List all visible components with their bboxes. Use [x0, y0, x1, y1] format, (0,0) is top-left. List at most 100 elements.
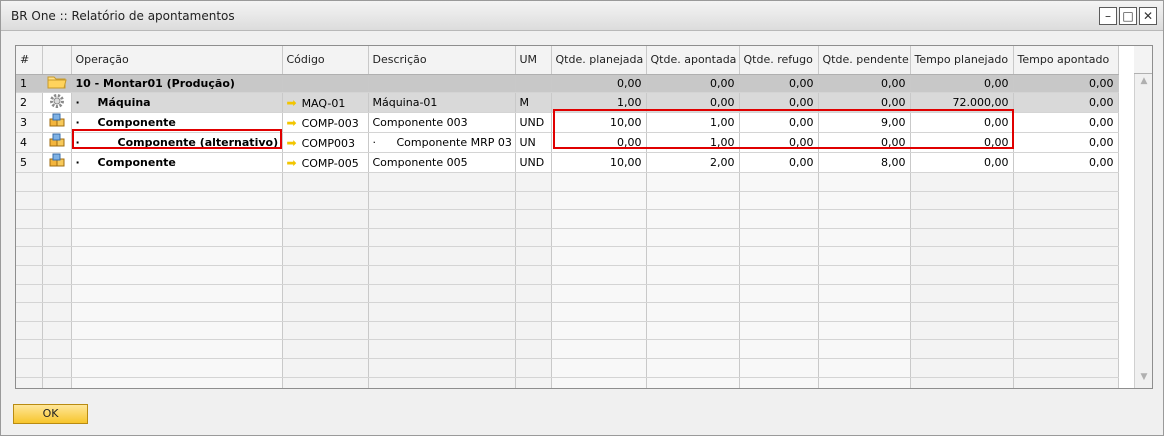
codigo-cell[interactable]: ➡ MAQ-01 — [282, 92, 369, 114]
arrow-right-icon[interactable]: ➡ — [286, 155, 297, 170]
empty-cell — [282, 321, 369, 341]
empty-cell — [646, 191, 740, 211]
folder-icon — [42, 74, 72, 94]
col-header-descricao[interactable]: Descrição — [368, 46, 516, 75]
codigo-cell[interactable]: ➡ COMP-005 — [282, 152, 369, 174]
empty-cell — [16, 228, 43, 248]
table-row[interactable]: 4 · Componente (alternativo) ➡ COMP003 · Co… — [16, 132, 1119, 154]
empty-cell — [551, 191, 647, 211]
empty-row — [16, 339, 1119, 360]
scroll-up-icon[interactable]: ▲ — [1140, 76, 1148, 86]
empty-row — [16, 265, 1119, 285]
empty-cell — [42, 339, 72, 360]
qtde-pendente-cell: 8,00 — [818, 152, 911, 174]
empty-cell — [818, 172, 911, 192]
empty-cell — [818, 358, 911, 378]
table-row[interactable]: 3 · Componente ➡ COMP-003 Componente 003 U… — [16, 112, 1119, 134]
title-bar[interactable]: BR One :: Relatório de apontamentos – □ … — [1, 1, 1163, 31]
maximize-icon[interactable]: □ — [1119, 7, 1137, 25]
empty-cell — [551, 377, 647, 388]
empty-cell — [551, 246, 647, 267]
table-row[interactable]: 2 · Máquina ➡ MAQ-01 Máquina-01 M 1,00 0,0… — [16, 92, 1119, 114]
empty-cell — [818, 377, 911, 388]
empty-cell — [515, 172, 552, 192]
arrow-right-icon[interactable]: ➡ — [286, 135, 297, 150]
empty-cell — [515, 302, 552, 322]
empty-cell — [71, 265, 283, 285]
empty-cell — [1013, 284, 1119, 304]
codigo-cell[interactable]: ➡ COMP-003 — [282, 112, 369, 134]
empty-cell — [42, 209, 72, 229]
qtde-refugo-cell: 0,00 — [739, 92, 819, 114]
empty-cell — [1013, 377, 1119, 388]
col-header-tempo-planejado[interactable]: Tempo planejado — [910, 46, 1014, 75]
qtde-refugo-cell: 0,00 — [739, 132, 819, 154]
descricao-cell: Máquina-01 — [368, 92, 516, 114]
col-header-tempo-apontado[interactable]: Tempo apontado — [1013, 46, 1119, 75]
empty-cell — [646, 302, 740, 322]
empty-cell — [646, 284, 740, 304]
empty-cell — [739, 377, 819, 388]
minimize-icon[interactable]: – — [1099, 7, 1117, 25]
empty-cell — [646, 209, 740, 229]
codigo-cell[interactable]: ➡ COMP003 — [282, 132, 369, 154]
empty-cell — [646, 321, 740, 341]
empty-cell — [282, 172, 369, 192]
empty-cell — [818, 246, 911, 267]
cubes-icon — [42, 112, 72, 134]
table-row[interactable]: 5 · Componente ➡ COMP-005 Componente 005 U… — [16, 152, 1119, 174]
col-header-icon[interactable] — [42, 46, 72, 75]
empty-cell — [910, 246, 1014, 267]
empty-cell — [551, 265, 647, 285]
empty-cell — [71, 191, 283, 211]
empty-cell — [16, 246, 43, 267]
cubes-icon — [42, 152, 72, 174]
empty-cell — [282, 339, 369, 360]
empty-row — [16, 209, 1119, 229]
arrow-right-icon[interactable]: ➡ — [286, 95, 297, 110]
empty-cell — [910, 358, 1014, 378]
empty-cell — [739, 209, 819, 229]
empty-cell — [71, 377, 283, 388]
empty-cell — [282, 265, 369, 285]
empty-cell — [739, 246, 819, 267]
empty-cell — [515, 265, 552, 285]
ok-button[interactable]: OK — [13, 404, 88, 424]
empty-cell — [368, 191, 516, 211]
scroll-down-icon[interactable]: ▼ — [1140, 372, 1148, 382]
empty-cell — [910, 284, 1014, 304]
empty-cell — [42, 265, 72, 285]
descricao-cell — [368, 74, 516, 94]
tempo-apontado-cell: 0,00 — [1013, 92, 1119, 114]
col-header-codigo[interactable]: Código — [282, 46, 369, 75]
empty-cell — [71, 302, 283, 322]
empty-cell — [818, 191, 911, 211]
empty-cell — [1013, 191, 1119, 211]
descricao-cell: Componente 005 — [368, 152, 516, 174]
col-header-qtde-apontada[interactable]: Qtde. apontada — [646, 46, 740, 75]
empty-cell — [818, 321, 911, 341]
vertical-scrollbar[interactable]: ▲ ▼ — [1134, 74, 1152, 388]
col-header-qtde-pendente[interactable]: Qtde. pendente — [818, 46, 911, 75]
tempo-planejado-cell: 0,00 — [910, 132, 1014, 154]
empty-cell — [910, 377, 1014, 388]
empty-cell — [739, 302, 819, 322]
report-grid[interactable]: # Operação Código Descrição UM Qtde. pla… — [15, 45, 1153, 389]
col-header-operacao[interactable]: Operação — [71, 46, 283, 75]
col-header-um[interactable]: UM — [515, 46, 552, 75]
col-header-number[interactable]: # — [16, 46, 43, 75]
empty-cell — [16, 339, 43, 360]
empty-cell — [551, 302, 647, 322]
empty-cell — [368, 377, 516, 388]
empty-cell — [551, 284, 647, 304]
empty-cell — [71, 228, 283, 248]
arrow-right-icon[interactable]: ➡ — [286, 115, 297, 130]
empty-cell — [282, 284, 369, 304]
table-row[interactable]: 1 10 - Montar01 (Produção) 0,00 0,00 0,0… — [16, 74, 1119, 94]
um-cell: UND — [515, 152, 552, 174]
col-header-qtde-refugo[interactable]: Qtde. refugo — [739, 46, 819, 75]
close-icon[interactable]: ✕ — [1139, 7, 1157, 25]
col-header-qtde-planejada[interactable]: Qtde. planejada — [551, 46, 647, 75]
empty-cell — [368, 265, 516, 285]
